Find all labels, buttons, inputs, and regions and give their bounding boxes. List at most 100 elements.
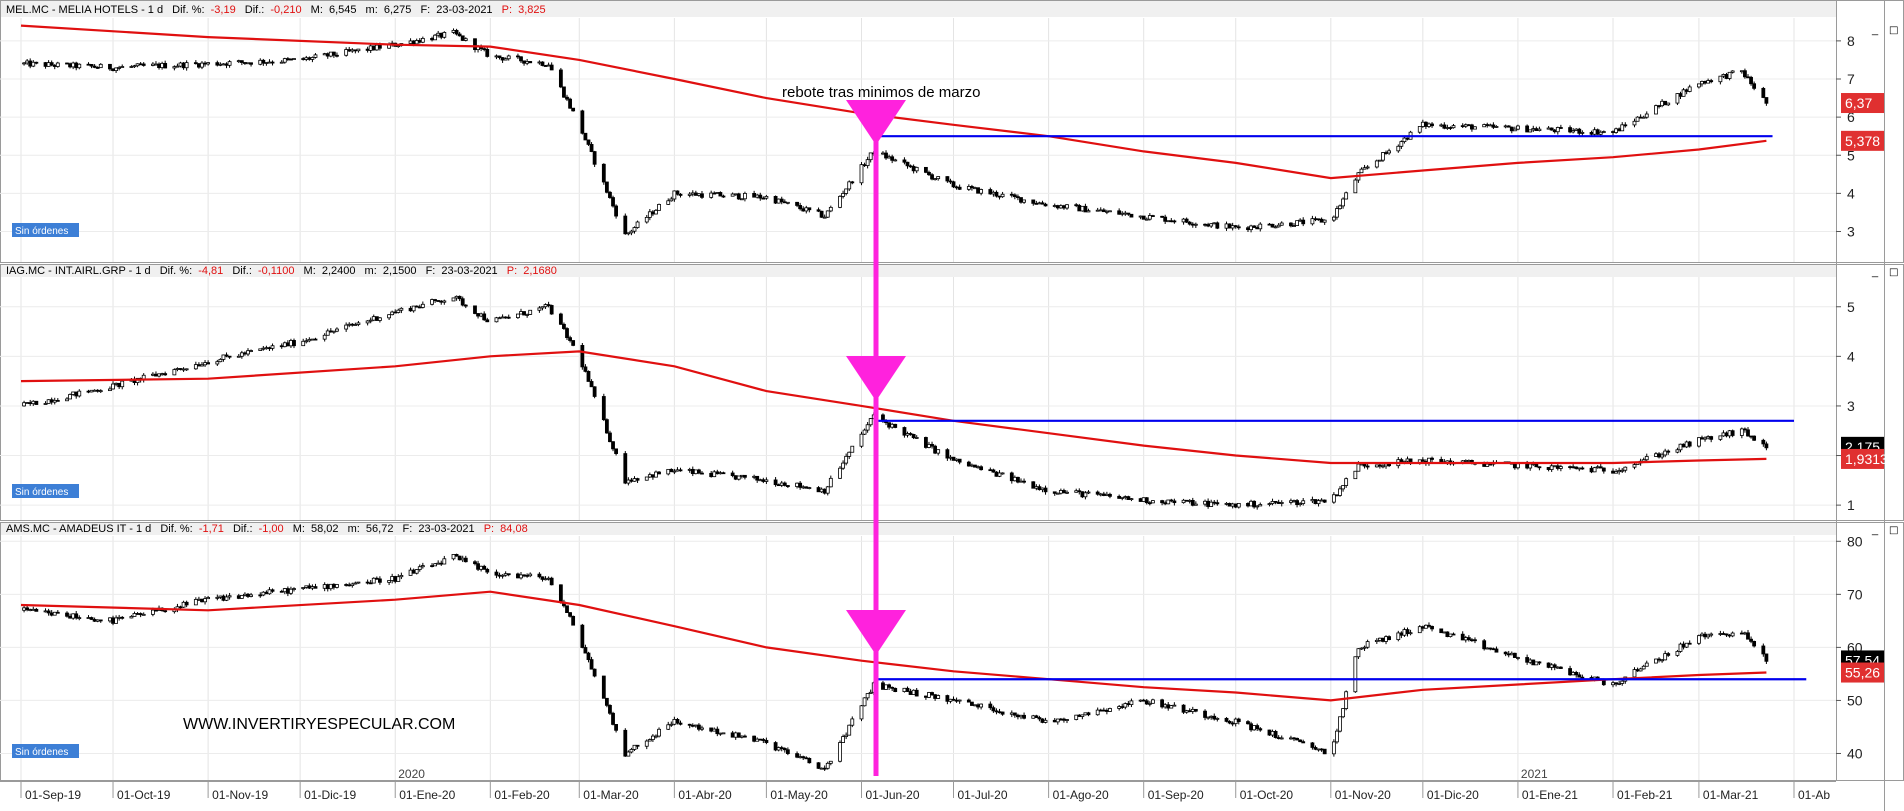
candle-body <box>111 383 115 390</box>
candle-body <box>902 427 907 436</box>
candle-body <box>1000 193 1005 198</box>
candle-body <box>387 314 391 319</box>
candle-body <box>930 692 934 696</box>
candle-body <box>948 180 953 183</box>
candle-body <box>626 232 631 235</box>
panel-3-header-bg <box>1 523 1836 535</box>
candle-body <box>1031 481 1036 489</box>
candle-body <box>669 723 674 726</box>
candle-body <box>1374 160 1379 168</box>
panel-1-window-buttons[interactable]: _ □ <box>1871 24 1898 36</box>
candle-body <box>1212 222 1217 225</box>
candle-body <box>1709 436 1714 440</box>
candle-body <box>506 55 511 60</box>
candle-body <box>1144 497 1149 504</box>
panel-1-minimize-icon[interactable]: _ <box>1871 24 1879 36</box>
candle-body <box>1503 651 1508 655</box>
candle-body <box>1761 87 1766 98</box>
panel-3-maximize-icon[interactable]: □ <box>1889 525 1898 536</box>
candle-body <box>761 739 766 741</box>
candle-body <box>549 577 554 586</box>
candle-body <box>795 201 799 206</box>
candle-body <box>433 299 438 301</box>
candle-body <box>1037 486 1042 491</box>
candle-body <box>1641 665 1646 670</box>
panel-1-order-badge[interactable]: Sin órdenes <box>12 223 79 237</box>
candle-body <box>764 195 769 199</box>
panel-3-order-badge[interactable]: Sin órdenes <box>12 744 79 758</box>
candle-body <box>629 230 634 234</box>
panel-2-ma-tag: 1,9313 <box>1845 451 1888 467</box>
candle-body <box>1319 499 1324 502</box>
panel-1-maximize-icon[interactable]: □ <box>1889 25 1898 36</box>
panel-2-order-badge[interactable]: Sin órdenes <box>12 484 79 498</box>
candle-body <box>1313 499 1318 505</box>
candle-body <box>1150 215 1155 217</box>
candle-body <box>1617 683 1622 685</box>
candle-body <box>755 738 760 742</box>
candle-body <box>1549 664 1554 668</box>
candle-body <box>911 434 916 439</box>
panel-2-minimize-icon[interactable]: _ <box>1871 266 1879 278</box>
candle-body <box>1077 714 1082 717</box>
candle-body <box>1209 223 1214 227</box>
candle-body <box>34 400 39 405</box>
candle-body <box>163 610 168 613</box>
candle-body <box>1267 503 1272 505</box>
candle-body <box>1000 711 1005 715</box>
candle-body <box>1144 218 1149 221</box>
candle-body <box>22 62 26 65</box>
candle-body <box>135 63 140 67</box>
candle-body <box>865 693 870 699</box>
candle-body <box>558 584 563 603</box>
candle-body <box>890 423 895 428</box>
panel-1-y-tick-label: 7 <box>1847 71 1855 87</box>
candle-body <box>948 698 953 702</box>
candle-body <box>377 317 382 321</box>
candle-body <box>307 339 312 342</box>
candle-body <box>203 598 207 603</box>
candle-body <box>516 573 520 579</box>
candle-body <box>1335 494 1339 497</box>
candle-body <box>1589 132 1594 135</box>
candle-body <box>497 574 502 577</box>
candle-body <box>700 193 704 198</box>
candle-body <box>1181 499 1186 504</box>
candle-body <box>718 732 723 735</box>
candle-body <box>583 366 588 372</box>
panel-2-window-buttons[interactable]: _ □ <box>1871 266 1898 278</box>
candle-body <box>1724 74 1729 79</box>
candle-body <box>77 390 82 397</box>
candle-body <box>537 61 542 64</box>
candle-body <box>1730 70 1735 73</box>
candle-body <box>261 591 266 596</box>
candle-body <box>776 484 781 487</box>
candle-body <box>580 345 585 368</box>
candle-body <box>1709 80 1714 83</box>
candle-body <box>604 419 609 434</box>
panel-3-minimize-icon[interactable]: _ <box>1871 524 1879 536</box>
candle-body <box>473 305 477 314</box>
candle-body <box>1362 646 1367 649</box>
panel-1-order-badge-bg <box>12 223 79 237</box>
panel-3-window-buttons[interactable]: _ □ <box>1871 524 1898 536</box>
candle-body <box>1016 476 1020 483</box>
candle-body <box>1531 659 1536 666</box>
candle-body <box>647 474 652 478</box>
candle-body <box>482 313 487 321</box>
candle-body <box>1589 467 1594 473</box>
candle-body <box>1101 209 1106 213</box>
candle-body <box>408 569 413 576</box>
candle-body <box>528 309 533 315</box>
panel-3-y-tick-label: 70 <box>1847 586 1863 602</box>
panel-2-maximize-icon[interactable]: □ <box>1889 267 1898 278</box>
candle-body <box>258 59 263 65</box>
candle-body <box>325 584 330 590</box>
candle-body <box>249 350 253 352</box>
candle-body <box>1016 714 1020 718</box>
candle-body <box>451 29 456 33</box>
candle-body <box>1062 205 1066 209</box>
candle-body <box>666 200 671 205</box>
